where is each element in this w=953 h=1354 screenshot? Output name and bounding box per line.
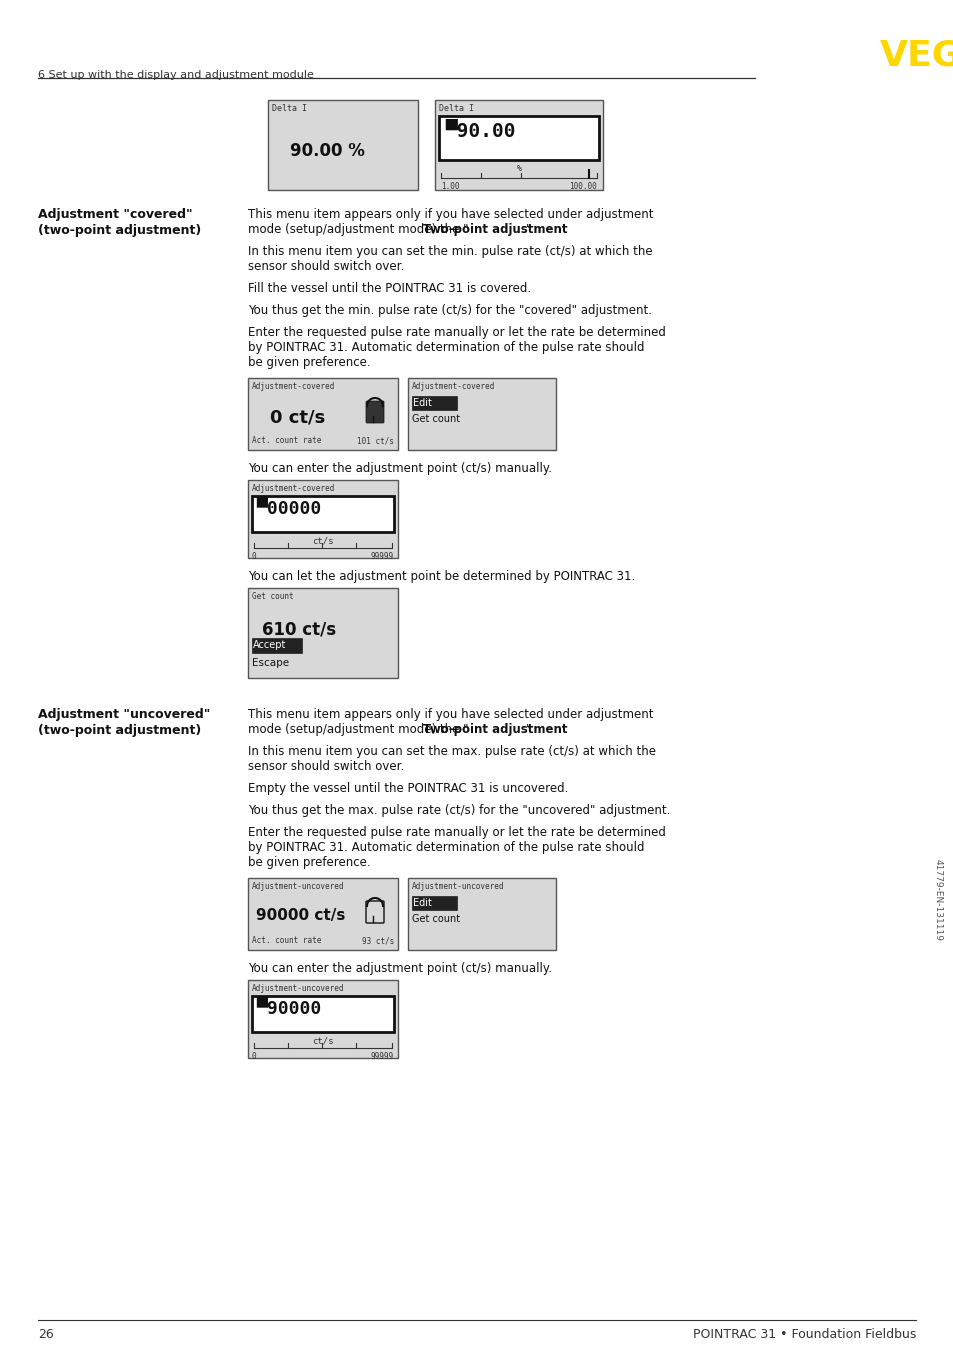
FancyBboxPatch shape [366,900,384,923]
Text: You can let the adjustment point be determined by POINTRAC 31.: You can let the adjustment point be dete… [248,570,635,584]
Bar [248,980,397,1057]
Bar [438,116,598,160]
Text: ct/s: ct/s [312,1037,334,1047]
Text: Adjustment-uncovered: Adjustment-uncovered [412,881,504,891]
Bar [248,588,397,678]
Text: You thus get the min. pulse rate (ct/s) for the "covered" adjustment.: You thus get the min. pulse rate (ct/s) … [248,305,651,317]
Text: VEGA: VEGA [879,38,953,72]
Text: This menu item appears only if you have selected under adjustment: This menu item appears only if you have … [248,708,653,720]
Bar [412,896,456,910]
Bar [435,100,602,190]
Text: You can enter the adjustment point (ct/s) manually.: You can enter the adjustment point (ct/s… [248,462,552,475]
Text: Fill the vessel until the POINTRAC 31 is covered.: Fill the vessel until the POINTRAC 31 is… [248,282,531,295]
Text: Escape: Escape [252,658,289,668]
Bar [252,638,302,653]
Text: %: % [516,164,521,173]
Text: mode (setup/adjustment mode) the ": mode (setup/adjustment mode) the " [248,723,468,737]
Text: This menu item appears only if you have selected under adjustment: This menu item appears only if you have … [248,209,653,221]
Text: ct/s: ct/s [312,538,334,546]
Text: 101 ct/s: 101 ct/s [356,436,394,445]
Text: Adjustment-uncovered: Adjustment-uncovered [252,881,344,891]
Text: Get count: Get count [412,414,459,424]
Text: 26: 26 [38,1328,53,1340]
Text: Adjustment-covered: Adjustment-covered [252,382,335,391]
Text: 0: 0 [252,1052,256,1062]
Text: Adjustment "uncovered": Adjustment "uncovered" [38,708,211,720]
Text: In this menu item you can set the max. pulse rate (ct/s) at which the: In this menu item you can set the max. p… [248,745,656,758]
Text: Act. count rate: Act. count rate [252,436,321,445]
Text: 93 ct/s: 93 ct/s [361,936,394,945]
Text: ".: ". [525,723,535,737]
Text: Edit: Edit [413,898,432,909]
Text: sensor should switch over.: sensor should switch over. [248,760,404,773]
Text: Adjustment-uncovered: Adjustment-uncovered [252,984,344,992]
Text: 100.00: 100.00 [569,181,597,191]
Bar [252,496,394,532]
Text: Adjustment-covered: Adjustment-covered [252,483,335,493]
Text: Get count: Get count [412,914,459,923]
Text: (two-point adjustment): (two-point adjustment) [38,724,201,737]
Text: mode (setup/adjustment mode) the ": mode (setup/adjustment mode) the " [248,223,468,236]
Text: POINTRAC 31 • Foundation Fieldbus: POINTRAC 31 • Foundation Fieldbus [692,1328,915,1340]
Bar [248,378,397,450]
Text: Two-point adjustment: Two-point adjustment [423,723,567,737]
Text: ▀90000: ▀90000 [255,1001,321,1018]
Text: be given preference.: be given preference. [248,356,370,370]
Text: Two-point adjustment: Two-point adjustment [423,223,567,236]
Text: Act. count rate: Act. count rate [252,936,321,945]
Text: Adjustment-covered: Adjustment-covered [412,382,495,391]
Bar [408,378,556,450]
Text: Adjustment "covered": Adjustment "covered" [38,209,193,221]
Text: In this menu item you can set the min. pulse rate (ct/s) at which the: In this menu item you can set the min. p… [248,245,652,259]
Text: 610 ct/s: 610 ct/s [262,620,335,638]
Text: by POINTRAC 31. Automatic determination of the pulse rate should: by POINTRAC 31. Automatic determination … [248,341,644,353]
Bar [248,877,397,951]
Text: 99999: 99999 [371,552,394,561]
Text: ".: ". [525,223,535,236]
Text: Get count: Get count [252,592,294,601]
Text: sensor should switch over.: sensor should switch over. [248,260,404,274]
Bar [412,395,456,410]
Text: 90000 ct/s: 90000 ct/s [255,909,345,923]
Bar [268,100,417,190]
Bar [248,481,397,558]
Text: 99999: 99999 [371,1052,394,1062]
Text: 0: 0 [252,552,256,561]
Text: (two-point adjustment): (two-point adjustment) [38,223,201,237]
Text: You can enter the adjustment point (ct/s) manually.: You can enter the adjustment point (ct/s… [248,961,552,975]
Text: Edit: Edit [413,398,432,408]
Text: Enter the requested pulse rate manually or let the rate be determined: Enter the requested pulse rate manually … [248,826,665,839]
Bar [408,877,556,951]
Text: Delta I: Delta I [438,104,474,112]
Text: 0 ct/s: 0 ct/s [270,408,325,427]
Text: Accept: Accept [253,640,286,650]
Text: You thus get the max. pulse rate (ct/s) for the "uncovered" adjustment.: You thus get the max. pulse rate (ct/s) … [248,804,670,816]
FancyBboxPatch shape [366,401,384,422]
Text: Delta I: Delta I [272,104,307,112]
Text: be given preference.: be given preference. [248,856,370,869]
Text: Enter the requested pulse rate manually or let the rate be determined: Enter the requested pulse rate manually … [248,326,665,338]
Text: 41779-EN-131119: 41779-EN-131119 [933,858,942,941]
Text: ▀00000: ▀00000 [255,500,321,519]
Text: ▀90.00: ▀90.00 [444,122,515,141]
Text: 1.00: 1.00 [440,181,459,191]
Text: 6 Set up with the display and adjustment module: 6 Set up with the display and adjustment… [38,70,314,80]
Text: by POINTRAC 31. Automatic determination of the pulse rate should: by POINTRAC 31. Automatic determination … [248,841,644,854]
Text: 90.00 %: 90.00 % [290,142,364,160]
Bar [252,997,394,1032]
Text: Empty the vessel until the POINTRAC 31 is uncovered.: Empty the vessel until the POINTRAC 31 i… [248,783,568,795]
